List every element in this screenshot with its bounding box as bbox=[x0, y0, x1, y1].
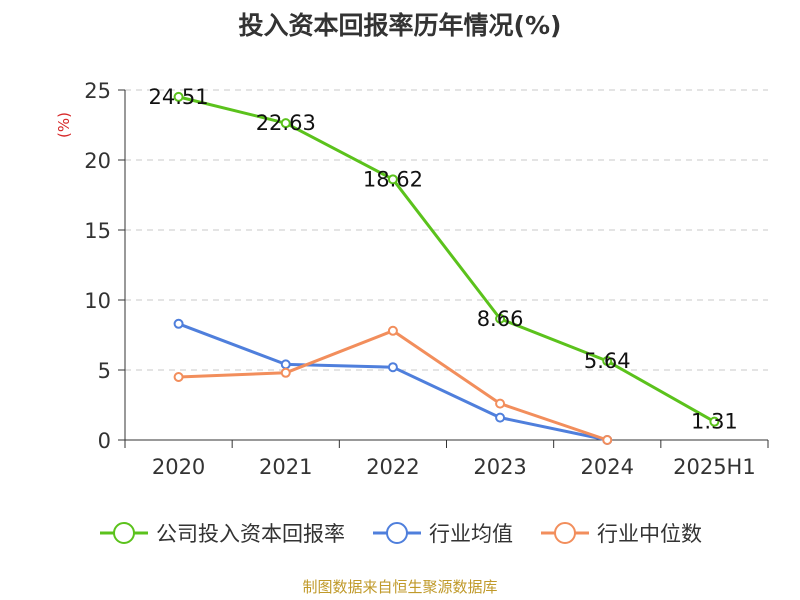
x-tick-label: 2022 bbox=[366, 455, 419, 479]
data-point bbox=[602, 435, 613, 445]
legend-circle bbox=[554, 522, 576, 544]
data-label: 24.51 bbox=[149, 85, 209, 109]
legend-item: 公司投入资本回报率 bbox=[98, 518, 345, 548]
data-point bbox=[495, 313, 506, 324]
data-label-layer: 24.51 22.63 18.62 8.66 5.64 1.31 bbox=[149, 85, 738, 434]
axis-layer: 0 5 10 15 20 25 2020 2021 2022 2023 2024 2025H1 (%) bbox=[55, 79, 769, 479]
y-axis-label: (%) bbox=[55, 112, 73, 138]
legend-marker bbox=[100, 522, 148, 544]
source-note: 制图数据来自恒生聚源数据库 bbox=[302, 578, 498, 596]
data-point bbox=[280, 359, 291, 370]
legend-marker bbox=[373, 522, 421, 544]
y-tick-label: 25 bbox=[84, 79, 111, 103]
legend-item: 行业均值 bbox=[371, 518, 513, 548]
legend-circle bbox=[386, 522, 408, 544]
data-label: 22.63 bbox=[256, 111, 316, 135]
data-label: 5.64 bbox=[584, 349, 631, 373]
legend-label: 公司投入资本回报率 bbox=[156, 522, 345, 546]
data-point bbox=[387, 325, 398, 336]
data-point bbox=[173, 91, 184, 102]
x-tick-label: 2021 bbox=[259, 455, 312, 479]
series-layer bbox=[173, 91, 720, 445]
legend-item: 行业中位数 bbox=[539, 518, 702, 548]
legend: 公司投入资本回报率 行业均值 行业中位数 bbox=[0, 518, 800, 548]
series-line bbox=[178, 95, 716, 423]
data-point bbox=[495, 398, 506, 409]
x-tick-label: 2023 bbox=[473, 455, 526, 479]
x-tick-label: 2024 bbox=[581, 455, 634, 479]
data-point bbox=[495, 412, 506, 423]
y-tick-label: 10 bbox=[84, 289, 111, 313]
x-tick-label: 2025H1 bbox=[673, 455, 756, 479]
data-point bbox=[602, 356, 613, 367]
data-point bbox=[387, 362, 398, 373]
data-point bbox=[709, 416, 720, 427]
legend-label: 行业中位数 bbox=[597, 522, 702, 546]
chart-title: 投入资本回报率历年情况(%) bbox=[238, 11, 562, 40]
y-tick-label: 5 bbox=[98, 359, 111, 383]
data-point bbox=[387, 174, 398, 185]
legend-circle bbox=[113, 522, 135, 544]
legend-label: 行业均值 bbox=[429, 522, 513, 546]
data-label: 18.62 bbox=[363, 167, 423, 191]
y-tick-label: 20 bbox=[84, 149, 111, 173]
data-point bbox=[173, 318, 184, 329]
data-point bbox=[280, 367, 291, 378]
data-label: 1.31 bbox=[691, 410, 738, 434]
x-tick-label: 2020 bbox=[152, 455, 205, 479]
data-point bbox=[280, 118, 291, 129]
data-label: 8.66 bbox=[477, 307, 524, 331]
data-point bbox=[173, 372, 184, 382]
grid-layer bbox=[125, 89, 768, 371]
series-line bbox=[178, 322, 608, 442]
legend-marker bbox=[541, 522, 589, 544]
y-tick-label: 15 bbox=[84, 219, 111, 243]
y-tick-label: 0 bbox=[98, 429, 111, 453]
